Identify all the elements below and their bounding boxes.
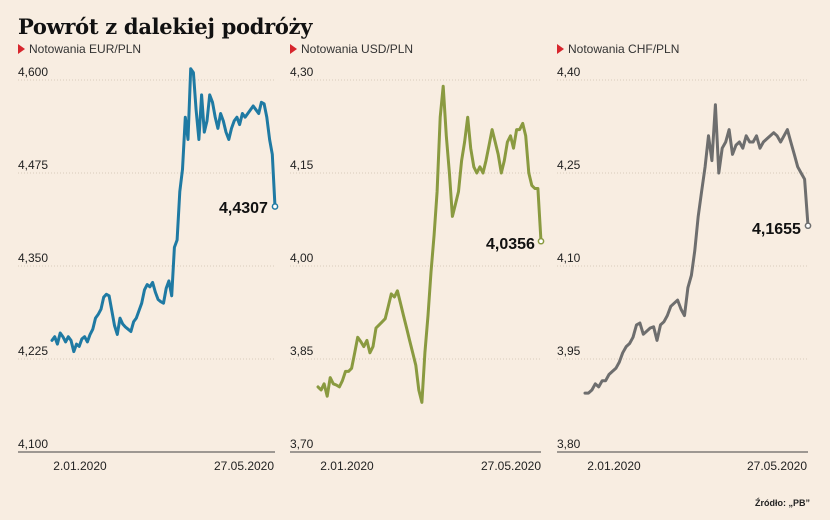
red-triangle-icon [18, 44, 25, 54]
red-triangle-icon [290, 44, 297, 54]
red-triangle-icon [557, 44, 564, 54]
panel-label-usd: Notowania USD/PLN [290, 42, 413, 56]
panel-label-eur: Notowania EUR/PLN [18, 42, 141, 56]
source-note: Źródło: „PB” [755, 498, 810, 508]
end-marker [804, 222, 812, 230]
panel-label-chf: Notowania CHF/PLN [557, 42, 679, 56]
x-tick-label: 27.05.2020 [747, 459, 807, 473]
x-tick-label: 2.01.2020 [320, 459, 374, 473]
y-tick-label: 4,30 [290, 65, 314, 79]
chart-title: Powrót z dalekiej podróży [18, 14, 313, 39]
y-tick-label: 3,80 [557, 437, 581, 451]
end-value-label: 4,4307 [219, 200, 268, 217]
series-line [316, 84, 543, 404]
y-tick-label: 4,15 [290, 158, 314, 172]
panel-label-eur-text: Notowania EUR/PLN [29, 42, 142, 56]
end-value-label: 4,0356 [486, 236, 535, 253]
x-tick-label: 27.05.2020 [481, 459, 541, 473]
y-tick-label: 4,25 [557, 158, 581, 172]
y-tick-label: 3,85 [290, 344, 314, 358]
x-tick-label: 27.05.2020 [214, 459, 274, 473]
x-tick-label: 2.01.2020 [587, 459, 641, 473]
end-value-label: 4,1655 [752, 221, 801, 238]
y-tick-label: 4,475 [18, 158, 48, 172]
series-line [50, 67, 277, 354]
y-tick-label: 4,10 [557, 251, 581, 265]
y-tick-label: 4,600 [18, 65, 48, 79]
y-tick-label: 4,350 [18, 251, 48, 265]
series-line [583, 103, 810, 395]
panel-label-chf-text: Notowania CHF/PLN [568, 42, 680, 56]
y-tick-label: 4,225 [18, 344, 48, 358]
end-marker [537, 237, 545, 245]
y-tick-label: 4,100 [18, 437, 48, 451]
y-tick-label: 3,95 [557, 344, 581, 358]
panel-label-usd-text: Notowania USD/PLN [301, 42, 414, 56]
y-tick-label: 3,70 [290, 437, 314, 451]
y-tick-label: 4,40 [557, 65, 581, 79]
y-tick-label: 4,00 [290, 251, 314, 265]
end-marker [271, 203, 279, 210]
x-tick-label: 2.01.2020 [53, 459, 107, 473]
